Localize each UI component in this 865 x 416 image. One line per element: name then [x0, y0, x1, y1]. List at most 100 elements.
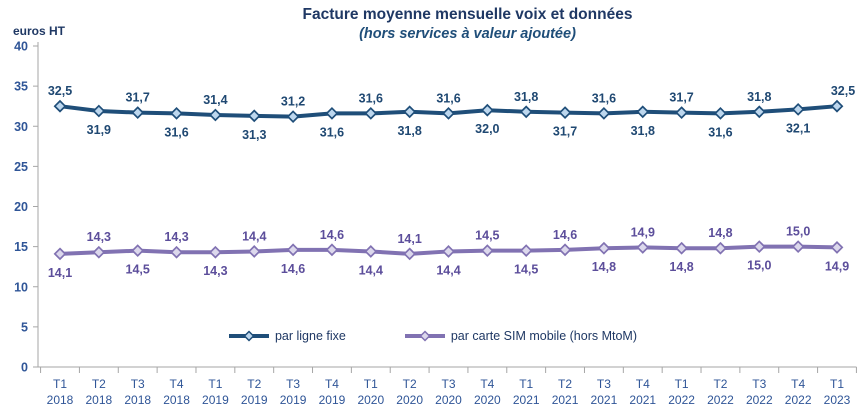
series-marker [92, 245, 106, 259]
data-label: 31,6 [164, 125, 188, 139]
series-marker [714, 241, 727, 255]
data-label: 31,6 [359, 91, 383, 105]
series-marker [714, 107, 727, 120]
x-tick-label: T1 2023 [824, 377, 851, 407]
data-label: 14,9 [825, 259, 849, 273]
data-label: 31,8 [397, 124, 421, 138]
data-label: 14,6 [553, 228, 577, 242]
legend: par ligne fixe par carte SIM mobile (hor… [0, 329, 865, 343]
data-label: 31,8 [747, 90, 771, 104]
y-tick-label: 15 [14, 240, 28, 254]
series-marker [247, 245, 261, 258]
y-tick-label: 10 [14, 280, 28, 294]
series-marker [636, 241, 650, 254]
data-label: 15,0 [747, 259, 771, 273]
series-marker [442, 107, 455, 120]
series-marker [403, 105, 417, 119]
series-marker [675, 106, 689, 120]
data-label: 14,5 [126, 263, 150, 277]
legend-label-ligne-fixe: par ligne fixe [274, 329, 346, 343]
x-tick-label: T4 2019 [319, 377, 346, 407]
series-marker [675, 241, 689, 255]
series-marker [364, 245, 378, 258]
series-marker [442, 245, 455, 258]
x-tick-label: T3 2022 [746, 377, 773, 407]
data-label: 31,6 [320, 125, 344, 139]
series-marker [519, 244, 533, 258]
x-tick-label: T1 2022 [668, 377, 695, 407]
series-marker [247, 109, 261, 123]
series-marker [480, 103, 494, 117]
series-marker [325, 243, 339, 257]
series-marker [170, 245, 183, 259]
data-label: 31,6 [436, 91, 460, 105]
x-tick-label: T3 2018 [124, 377, 151, 407]
data-label: 31,8 [514, 90, 538, 104]
series-marker [131, 106, 145, 120]
data-label: 14,8 [592, 260, 616, 274]
data-label: 14,5 [514, 263, 538, 277]
data-label: 14,5 [475, 229, 499, 243]
data-label: 14,4 [242, 229, 266, 243]
data-label: 31,7 [553, 125, 577, 139]
data-label: 31,7 [669, 91, 693, 105]
series-marker [403, 247, 417, 261]
data-label: 32,5 [831, 84, 855, 98]
series-marker [286, 243, 300, 257]
x-tick-label: T1 2018 [47, 377, 74, 407]
data-label: 15,0 [786, 225, 810, 239]
data-label: 31,3 [242, 128, 266, 142]
y-tick-label: 0 [21, 361, 28, 375]
y-tick-label: 5 [21, 320, 28, 334]
x-tick-label: T4 2020 [474, 377, 501, 407]
series-marker [286, 110, 300, 124]
data-label: 14,1 [48, 266, 72, 280]
x-tick-label: T4 2021 [629, 377, 656, 407]
x-tick-label: T4 2018 [163, 377, 190, 407]
x-tick-label: T2 2018 [85, 377, 112, 407]
series-marker [92, 104, 106, 118]
series-marker [558, 106, 572, 120]
series-marker [791, 240, 805, 254]
x-tick-label: T2 2022 [707, 377, 734, 407]
x-tick-label: T2 2021 [552, 377, 579, 407]
legend-label-sim-mobile: par carte SIM mobile (hors MtoM) [450, 329, 638, 343]
x-tick-label: T2 2019 [241, 377, 268, 407]
x-tick-label: T1 2019 [202, 377, 229, 407]
series-marker [519, 105, 533, 119]
data-label: 31,9 [87, 123, 111, 137]
data-label: 14,8 [708, 226, 732, 240]
series-marker [364, 107, 378, 120]
data-label: 14,4 [436, 263, 460, 277]
data-label: 31,6 [592, 91, 616, 105]
series-marker [208, 245, 222, 259]
series-marker [791, 102, 805, 116]
data-label: 14,4 [359, 263, 383, 277]
y-axis-unit-label: euros HT [13, 24, 66, 38]
series-marker [636, 105, 650, 119]
data-label: 31,2 [281, 95, 305, 109]
data-label: 14,1 [397, 232, 421, 246]
data-label: 32,5 [48, 84, 72, 98]
data-label: 31,4 [203, 93, 227, 107]
x-tick-label: T3 2019 [280, 377, 307, 407]
series-marker [752, 240, 766, 254]
data-label: 14,3 [87, 230, 111, 244]
x-tick-label: T2 2020 [396, 377, 423, 407]
data-label: 14,9 [631, 225, 655, 239]
series-marker [597, 241, 611, 255]
data-label: 14,6 [281, 262, 305, 276]
series-marker [170, 107, 183, 120]
chart-title: Facture moyenne mensuelle voix et donnée… [302, 6, 633, 23]
data-label: 14,6 [320, 228, 344, 242]
x-tick-label: T1 2020 [357, 377, 384, 407]
chart-subtitle: (hors services à valeur ajoutée) [359, 26, 576, 42]
series-marker [830, 99, 844, 113]
series-marker [752, 105, 766, 119]
series-marker [53, 247, 67, 261]
data-label: 32,0 [475, 122, 499, 136]
series-marker [53, 99, 67, 113]
x-tick-label: T3 2021 [591, 377, 618, 407]
y-tick-label: 25 [14, 160, 28, 174]
